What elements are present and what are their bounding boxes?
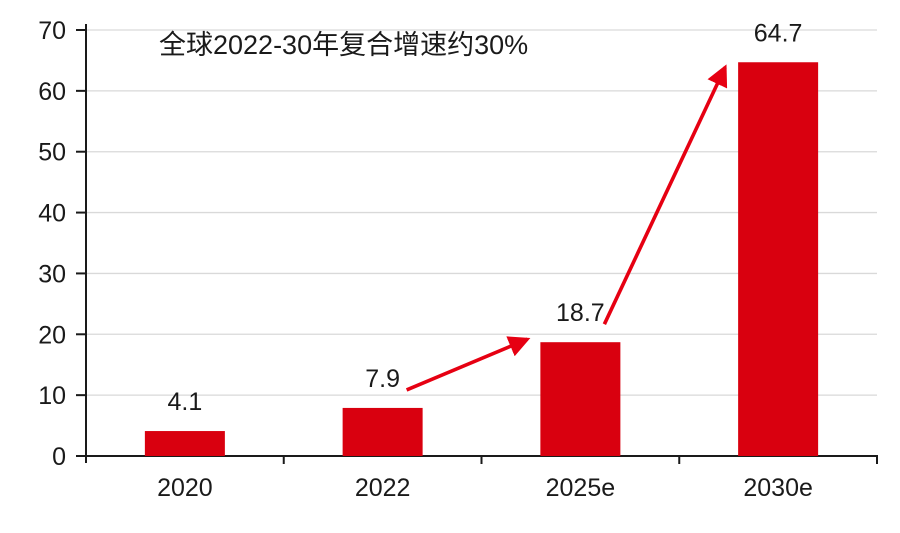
y-tick-label: 10 [38, 382, 66, 410]
y-tick-label: 40 [38, 200, 66, 228]
growth-arrow [602, 64, 728, 325]
x-tick-label: 2030e [743, 474, 813, 502]
y-tick-label: 70 [38, 17, 66, 45]
value-label: 7.9 [365, 365, 400, 393]
y-tick-label: 0 [52, 443, 66, 471]
y-tick-label: 60 [38, 78, 66, 106]
value-label: 64.7 [754, 19, 803, 47]
value-label: 18.7 [556, 299, 605, 327]
bar-2030e [738, 62, 819, 457]
bar-2020 [144, 431, 225, 456]
y-tick-label: 30 [38, 260, 66, 288]
x-tick-label: 2022 [355, 474, 411, 502]
y-tick-label: 20 [38, 321, 66, 349]
growth-arrow [405, 336, 531, 392]
x-tick-label: 2020 [157, 474, 213, 502]
bar-2025e [540, 342, 621, 456]
x-tick-label: 2025e [546, 474, 616, 502]
y-tick-label: 50 [38, 139, 66, 167]
bar-2022 [342, 407, 423, 456]
value-label: 4.1 [167, 388, 202, 416]
cagr-annotation: 全球2022-30年复合增速约30% [159, 30, 529, 60]
